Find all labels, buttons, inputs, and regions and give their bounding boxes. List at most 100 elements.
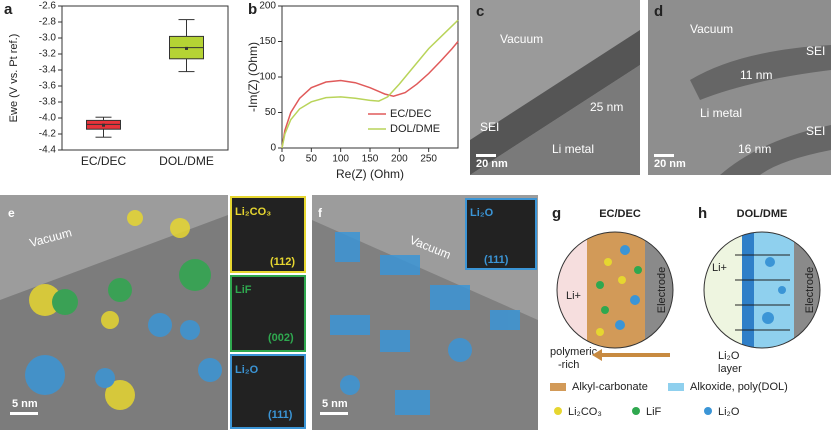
electrode-label: Electrode xyxy=(804,267,816,313)
x-tick-label: 100 xyxy=(332,154,349,165)
outline xyxy=(703,231,821,349)
scale-label: 20 nm xyxy=(654,158,686,170)
ion-label: Li+ xyxy=(712,262,727,274)
y-tick-label: -3.2 xyxy=(39,49,57,60)
legend-swatch xyxy=(632,407,640,415)
region-label: SEI xyxy=(806,44,825,58)
y-axis-label: Ewe (V vs. Pt ref.) xyxy=(8,34,20,123)
panel-label: f xyxy=(318,206,323,220)
y-tick-label: -3.4 xyxy=(39,65,57,76)
thickness-label: 11 nm xyxy=(740,68,772,82)
y-tick-label: -4.4 xyxy=(39,145,57,156)
legend-label: EC/DEC xyxy=(390,108,432,120)
scale-bar xyxy=(320,412,348,415)
legend-swatch xyxy=(668,383,684,391)
arrow-head xyxy=(592,349,602,361)
panel-label: d xyxy=(654,3,663,20)
scale-label: 5 nm xyxy=(12,398,38,410)
region-label: Li metal xyxy=(552,142,594,156)
panel-label: h xyxy=(698,205,707,222)
x-axis-label: Re(Z) (Ohm) xyxy=(336,167,404,181)
y-tick-label: -3.8 xyxy=(39,97,57,108)
sei-band xyxy=(690,45,831,100)
region-label: SEI xyxy=(806,124,825,138)
legend-swatch xyxy=(554,407,562,415)
note: -rich xyxy=(558,359,579,371)
phase-label: LiF xyxy=(235,284,252,296)
layer-label: Li₂O xyxy=(718,350,740,362)
thickness-label: 25 nm xyxy=(590,100,623,114)
legend-label: Li₂CO₃ xyxy=(568,406,602,418)
region-label: SEI xyxy=(480,120,499,134)
region-label: Vacuum xyxy=(690,22,733,36)
fft-inset xyxy=(230,354,306,429)
phase-overlay xyxy=(25,210,222,410)
sei-band xyxy=(720,125,831,175)
phase-label: Li₂CO₃ xyxy=(235,206,271,218)
legend-swatch xyxy=(704,407,712,415)
diagram-title: DOL/DME xyxy=(737,208,788,220)
y-tick-label: 200 xyxy=(259,1,276,12)
diagram-title: EC/DEC xyxy=(599,208,641,220)
y-axis-label: -Im(Z) (Ohm) xyxy=(246,42,260,112)
layer-label: layer xyxy=(718,363,742,375)
series-line xyxy=(281,19,459,149)
legend-label: Alkyl-carbonate xyxy=(572,381,648,393)
y-tick-label: -3.6 xyxy=(39,81,57,92)
plot-frame xyxy=(61,5,229,151)
outline xyxy=(556,231,674,349)
panel-label: b xyxy=(248,1,257,18)
mean xyxy=(102,123,105,127)
mean xyxy=(185,46,188,50)
plane-label: (111) xyxy=(484,254,509,266)
scale-bar xyxy=(10,412,38,415)
y-tick-label: -3.0 xyxy=(39,33,57,44)
ion-label: Li+ xyxy=(566,290,581,302)
legend-label: DOL/DME xyxy=(390,123,440,135)
x-tick-label: EC/DEC xyxy=(81,154,127,168)
y-tick-label: -2.8 xyxy=(39,17,57,28)
phase-label: Li₂O xyxy=(235,364,259,376)
plane-label: (002) xyxy=(268,332,294,344)
legend-label: Alkoxide, poly(DOL) xyxy=(690,381,788,393)
vacuum-region xyxy=(0,195,228,300)
legend-swatch xyxy=(550,383,566,391)
metal-region xyxy=(470,65,640,175)
phase-overlay xyxy=(330,232,520,415)
y-tick-label: 100 xyxy=(259,72,276,83)
series-line xyxy=(281,41,459,149)
y-tick-label: -4.2 xyxy=(39,129,57,140)
x-tick-label: 150 xyxy=(362,154,379,165)
y-tick-label: 0 xyxy=(270,143,276,154)
x-tick-label: 200 xyxy=(391,154,408,165)
legend-label: LiF xyxy=(646,406,662,418)
panel-label: e xyxy=(8,206,15,220)
x-tick-label: 0 xyxy=(279,154,285,165)
scale-label: 20 nm xyxy=(476,158,508,170)
panel-label: g xyxy=(552,205,561,222)
fft-inset xyxy=(230,275,306,352)
panel-label: a xyxy=(4,1,13,18)
plane-label: (111) xyxy=(268,409,293,421)
electrode-label: Electrode xyxy=(656,267,668,313)
thickness-label: 16 nm xyxy=(738,142,771,156)
region-label: Li metal xyxy=(700,106,742,120)
y-tick-label: -4.0 xyxy=(39,113,57,124)
legend-label: Li₂O xyxy=(718,406,740,418)
scale-label: 5 nm xyxy=(322,398,348,410)
y-tick-label: 150 xyxy=(259,36,276,47)
region-label: Vacuum xyxy=(500,32,543,46)
y-tick-label: 50 xyxy=(265,107,277,118)
arrow xyxy=(600,353,670,357)
sei-band xyxy=(470,30,640,175)
panel-label: c xyxy=(476,3,484,20)
scale-bar xyxy=(654,154,674,157)
phase-label: Li₂O xyxy=(470,207,494,219)
note: polymeric xyxy=(550,346,598,358)
fft-inset xyxy=(230,196,306,273)
y-tick-label: -2.6 xyxy=(39,1,57,12)
x-tick-label: DOL/DME xyxy=(159,154,214,168)
x-tick-label: 50 xyxy=(306,154,318,165)
fft-inset xyxy=(465,198,537,270)
